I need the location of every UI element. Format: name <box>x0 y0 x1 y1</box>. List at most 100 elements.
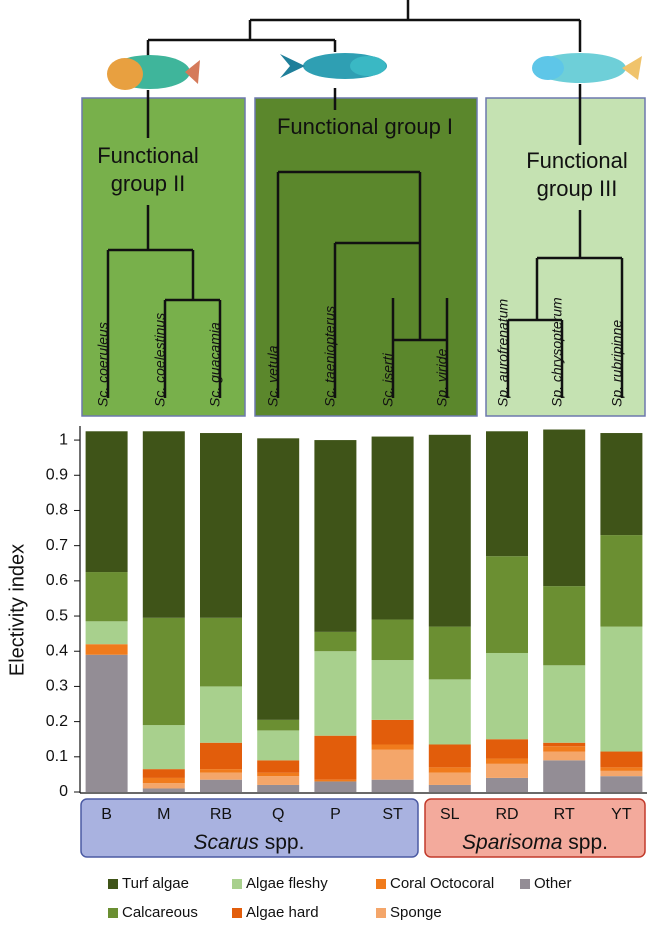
bar-segment <box>429 785 471 792</box>
legend-swatch <box>108 879 118 889</box>
bar-segment <box>143 725 185 769</box>
bar-segment <box>314 781 356 792</box>
bar-segment <box>86 655 128 792</box>
species-label: Sc. taeniopterus <box>322 306 338 407</box>
fish-icon <box>280 53 387 79</box>
bar-segment <box>543 430 585 587</box>
bar-segment <box>429 744 471 767</box>
bar-segment <box>257 776 299 785</box>
bar-segment <box>200 780 242 792</box>
group-label: Functional <box>97 143 199 168</box>
bar-segment <box>143 431 185 618</box>
y-tick-label: 0 <box>59 783 68 800</box>
genus-suffix: spp. <box>568 831 608 854</box>
legend-swatch <box>232 879 242 889</box>
bar-segment <box>543 665 585 742</box>
y-tick-label: 0.4 <box>46 642 68 659</box>
bar-segment <box>86 572 128 621</box>
bar-segment <box>600 433 642 535</box>
legend-label: Turf algae <box>122 875 189 892</box>
bar-segment <box>600 752 642 768</box>
group-label: Functional group I <box>277 114 453 139</box>
bar-segment <box>486 764 528 778</box>
species-label: Sc. iserti <box>380 352 396 407</box>
bar-segment <box>486 778 528 792</box>
legend-swatch <box>520 879 530 889</box>
genus-label: Scarus spp. <box>194 831 305 854</box>
bar-segment <box>314 632 356 651</box>
bar-segment <box>429 767 471 772</box>
bar-segment <box>86 621 128 644</box>
figure: Electivity index Functionalgroup IISc. c… <box>0 0 647 926</box>
bar-segment <box>600 627 642 752</box>
bar-segment <box>372 780 414 792</box>
bar-segment <box>543 760 585 792</box>
y-tick-label: 0.8 <box>46 502 68 519</box>
y-axis-title: Electivity index <box>6 544 28 676</box>
group-label: group III <box>537 176 618 201</box>
legend-label: Calcareous <box>122 904 198 921</box>
bar-segment <box>486 653 528 739</box>
x-tick-label: RD <box>495 806 518 823</box>
bar-segment <box>200 743 242 769</box>
species-label: Sp. viride <box>434 348 450 407</box>
bar-segment <box>257 760 299 772</box>
bar-segment <box>200 686 242 742</box>
bar-segment <box>200 769 242 773</box>
species-label: Sc. vetula <box>265 345 281 407</box>
legend-label: Coral Octocoral <box>390 875 494 892</box>
x-tick-label: SL <box>440 806 460 823</box>
bar-segment <box>143 618 185 725</box>
bar-segment <box>486 431 528 556</box>
y-tick-label: 0.1 <box>46 748 68 765</box>
bar-segment <box>86 431 128 572</box>
bar-segment <box>143 778 185 783</box>
y-tick-label: 0.7 <box>46 537 68 554</box>
genus-name: Scarus <box>194 831 260 854</box>
tree-branch <box>148 0 580 58</box>
legend-swatch <box>376 908 386 918</box>
species-label: Sp. chrysopterum <box>549 297 565 407</box>
x-tick-label: RT <box>554 806 575 823</box>
bar-segment <box>257 785 299 792</box>
species-label: Sp. aurofrenatum <box>495 298 511 407</box>
bar-segment <box>143 783 185 788</box>
bar-segment <box>429 627 471 680</box>
bar-segment <box>600 771 642 776</box>
group-label: Functional <box>526 148 628 173</box>
genus-label: Sparisoma spp. <box>462 831 608 854</box>
species-label: Sc. coeruleus <box>95 322 111 407</box>
legend-swatch <box>376 879 386 889</box>
bar-segment <box>429 679 471 744</box>
legend-label: Other <box>534 875 572 892</box>
fish-icon <box>107 55 200 90</box>
species-label: Sc. guacamia <box>207 322 223 407</box>
genus-suffix: spp. <box>265 831 305 854</box>
bar-segment <box>486 759 528 764</box>
bar-segment <box>143 788 185 792</box>
bar-segment <box>372 744 414 749</box>
bar-segment <box>543 752 585 761</box>
bar-segment <box>314 440 356 632</box>
bar-segment <box>486 739 528 758</box>
x-tick-label: P <box>330 806 341 823</box>
x-tick-label: Q <box>272 806 284 823</box>
legend-swatch <box>108 908 118 918</box>
x-tick-label: RB <box>210 806 232 823</box>
genus-name: Sparisoma <box>462 831 562 854</box>
species-label: Sp. rubripinne <box>609 320 625 407</box>
bar-segment <box>372 660 414 720</box>
legend-label: Algae hard <box>246 904 319 921</box>
bar-segment <box>257 773 299 777</box>
bar-segment <box>372 620 414 660</box>
legend-swatch <box>232 908 242 918</box>
bar-segment <box>314 651 356 735</box>
x-tick-label: B <box>101 806 112 823</box>
bar-segment <box>486 556 528 653</box>
bar-segment <box>200 773 242 780</box>
bar-segment <box>543 586 585 665</box>
bar-segment <box>543 743 585 747</box>
legend-label: Algae fleshy <box>246 875 328 892</box>
bar-segment <box>257 438 299 720</box>
y-tick-label: 0.9 <box>46 466 68 483</box>
